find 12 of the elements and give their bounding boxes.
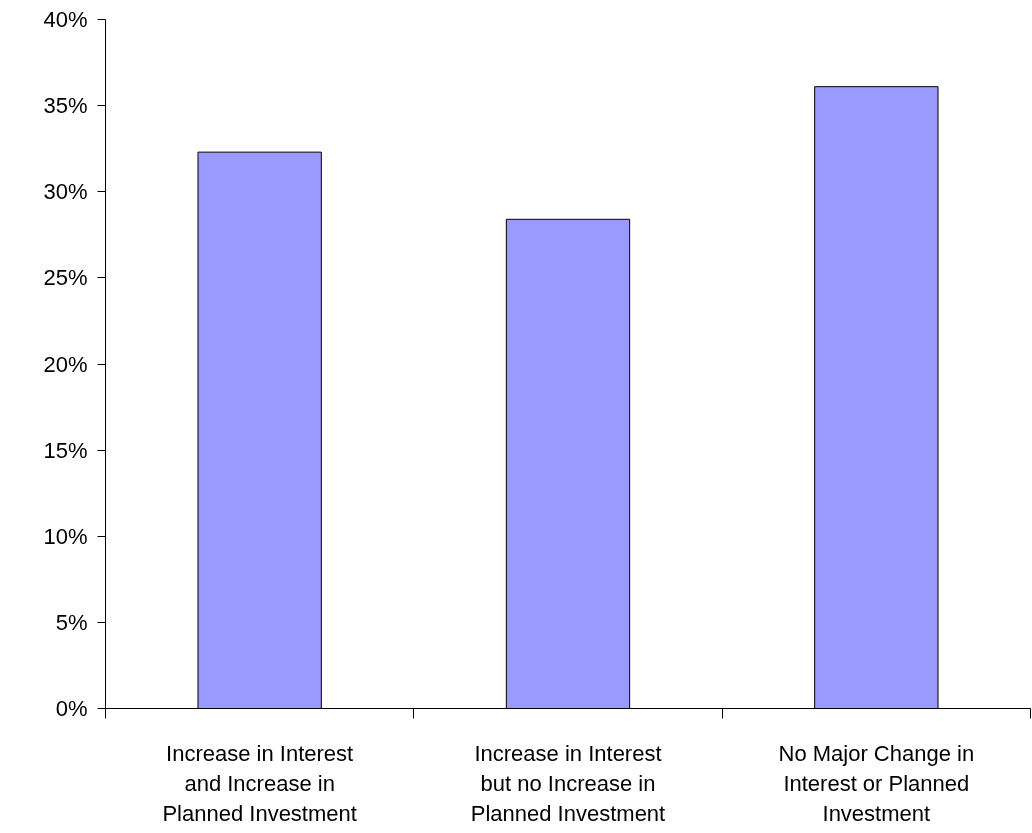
y-tick-label: 0% [55, 696, 88, 721]
y-tick-label: 20% [43, 351, 88, 377]
y-tick-label: 5% [55, 609, 88, 635]
x-tick-label: Increase in Interest but no Increase in Planned Investment [470, 740, 666, 826]
y-tick-label: 30% [43, 179, 88, 205]
y-tick-label: 15% [43, 437, 88, 463]
y-tick-label: 10% [43, 523, 88, 549]
y-tick-label: 25% [43, 265, 88, 291]
x-tick-label: No Major Change in Interest or Planned Investment [778, 740, 975, 826]
y-tick-label: 35% [43, 93, 88, 119]
x-tick-label: Increase in Interest and Increase in Planned Investment [162, 740, 357, 826]
y-tick-label: 40% [43, 7, 88, 32]
